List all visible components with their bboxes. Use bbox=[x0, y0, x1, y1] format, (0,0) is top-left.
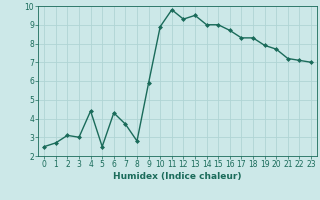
X-axis label: Humidex (Indice chaleur): Humidex (Indice chaleur) bbox=[113, 172, 242, 181]
